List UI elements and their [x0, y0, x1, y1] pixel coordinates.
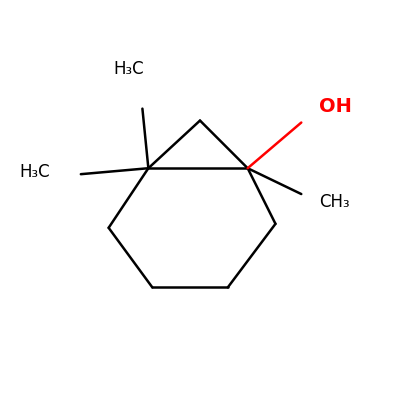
Text: H₃C: H₃C: [20, 163, 50, 181]
Text: H₃C: H₃C: [113, 60, 144, 78]
Text: OH: OH: [319, 97, 352, 116]
Text: CH₃: CH₃: [319, 193, 350, 211]
